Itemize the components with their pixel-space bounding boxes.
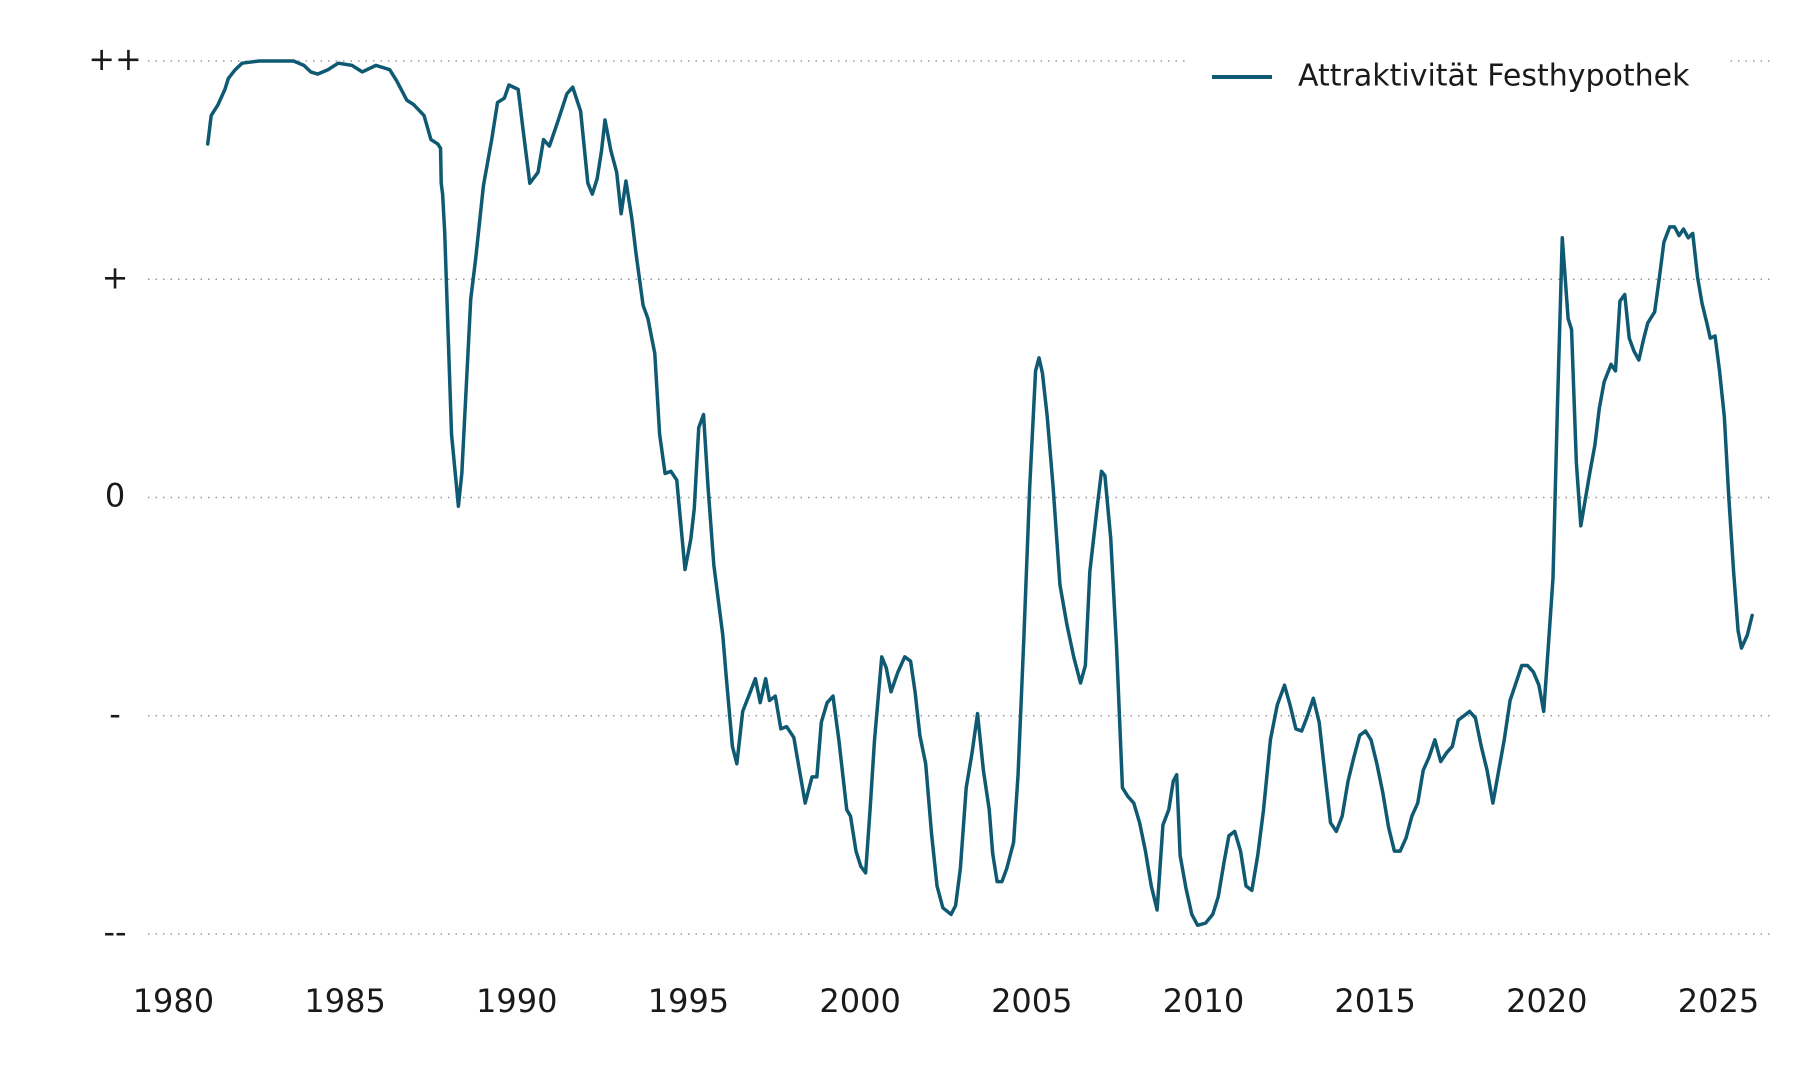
axes: ---0+++1980 1985 1990 1995 2000 2005 2010 2015 2… [88, 40, 1759, 1020]
x-tick-label: 2010 [1163, 982, 1244, 1020]
grid [148, 60, 1770, 935]
y-tick-label: + [102, 258, 129, 296]
y-tick-label: 0 [105, 477, 125, 515]
legend-background [1190, 51, 1730, 103]
x-tick-label: 2005 [991, 982, 1072, 1020]
x-tick-label: 2015 [1334, 982, 1415, 1020]
y-tick-label: ++ [88, 40, 142, 78]
x-tick-label: 1995 [648, 982, 729, 1020]
legend: Attraktivität Festhypothek [1190, 51, 1730, 103]
x-tick-label: 1985 [304, 982, 385, 1020]
y-tick-label: - [109, 695, 121, 733]
legend-label: Attraktivität Festhypothek [1298, 59, 1690, 94]
data-line [205, 59, 1754, 928]
plot-area [205, 59, 1754, 928]
y-tick-label: -- [103, 913, 126, 951]
x-tick-label: 1980 [133, 982, 214, 1020]
x-tick-label: 2020 [1506, 982, 1587, 1020]
x-tick-label: 2025 [1678, 982, 1759, 1020]
x-tick-label: 2000 [819, 982, 900, 1020]
x-tick-label: 1990 [476, 982, 557, 1020]
